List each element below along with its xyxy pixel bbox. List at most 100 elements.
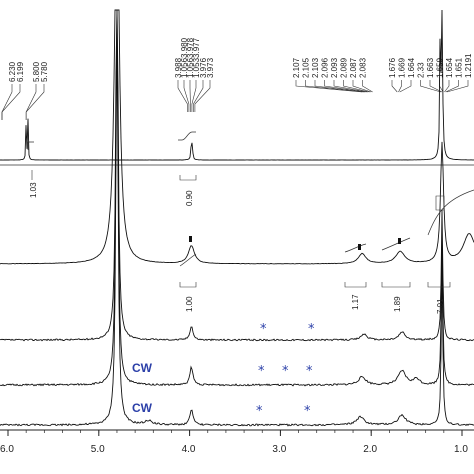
peak-label: 1.664 bbox=[407, 57, 416, 78]
cw-label: CW bbox=[132, 361, 153, 375]
peak-leader bbox=[429, 80, 443, 93]
star-marker: * bbox=[256, 404, 263, 419]
peak-leader bbox=[343, 80, 370, 93]
peak-labels: 6.230 6.199 5.800 5.780 3.9881.0563.9801.056… bbox=[1, 37, 473, 120]
peak-leader bbox=[183, 80, 190, 112]
peak-leader bbox=[391, 80, 398, 93]
peak-label: 1.676 bbox=[388, 57, 397, 78]
integral-marker bbox=[189, 236, 192, 242]
peak-leader bbox=[399, 80, 412, 93]
integral-box bbox=[435, 195, 445, 211]
peak-label: 1.654 bbox=[445, 57, 454, 78]
integral-curve bbox=[179, 253, 197, 267]
peak-leader bbox=[362, 80, 373, 93]
spectrum-2 bbox=[0, 9, 474, 265]
peak-leader bbox=[25, 84, 45, 120]
peak-leader bbox=[1, 84, 13, 120]
spectra bbox=[0, 9, 474, 427]
integral-bracket bbox=[27, 141, 34, 150]
spectrum-4 bbox=[0, 9, 474, 387]
cw-label: CW bbox=[132, 401, 153, 415]
peak-label: 1.651 bbox=[455, 57, 464, 78]
star-marker: * bbox=[304, 404, 311, 419]
peak-label: 2.096 bbox=[321, 57, 330, 78]
spectrum-3 bbox=[0, 9, 474, 342]
peak-leader bbox=[398, 80, 402, 93]
peak-label: 1.0563.978 bbox=[186, 37, 195, 78]
peak-label: 5.780 bbox=[40, 61, 49, 82]
integral-bracket bbox=[344, 282, 367, 288]
integral-curve bbox=[178, 131, 196, 141]
peak-label: 2.33 bbox=[417, 62, 426, 78]
peak-leader bbox=[194, 80, 211, 112]
integral-label: 7.01 bbox=[436, 298, 445, 314]
peak-leader bbox=[314, 80, 366, 93]
peak-label: 3.988 bbox=[174, 57, 183, 78]
peak-label: 2.103 bbox=[311, 57, 320, 78]
peak-label: 2.107 bbox=[292, 57, 301, 78]
peak-leader bbox=[446, 80, 469, 93]
integral-label: 1.00 bbox=[185, 296, 194, 312]
peak-leader bbox=[305, 80, 364, 93]
peak-label: 2.083 bbox=[359, 57, 368, 78]
integral-marker bbox=[398, 238, 401, 244]
peak-leader bbox=[177, 80, 188, 112]
integrals: 1.03 0.90 1.00 1.17 1.89 7.01 bbox=[27, 131, 474, 314]
peak-leader bbox=[295, 80, 363, 93]
peak-label: 1.2191 bbox=[464, 53, 473, 78]
star-marker: * bbox=[260, 322, 267, 337]
integral-curve bbox=[427, 189, 474, 236]
star-marker: * bbox=[308, 322, 315, 337]
peak-label: 1.0533.977 bbox=[192, 37, 201, 78]
peak-label: 2.087 bbox=[349, 57, 358, 78]
integral-label: 1.89 bbox=[393, 296, 402, 312]
star-marker: * bbox=[282, 364, 289, 379]
peak-leader bbox=[420, 80, 441, 93]
star-marker: * bbox=[306, 364, 313, 379]
peak-leader bbox=[191, 80, 197, 112]
peak-label: 2.105 bbox=[302, 57, 311, 78]
integral-label: 0.90 bbox=[185, 190, 194, 206]
x-tick-label: 3.0 bbox=[272, 444, 286, 455]
peak-leader bbox=[445, 80, 459, 93]
integral-curve bbox=[344, 243, 367, 253]
peak-label: 2.089 bbox=[340, 57, 349, 78]
peak-label: 6.230 bbox=[8, 61, 17, 82]
peak-leader bbox=[25, 84, 37, 120]
x-tick-label: 2.0 bbox=[363, 444, 377, 455]
peak-leader bbox=[324, 80, 367, 93]
integral-marker bbox=[358, 244, 361, 250]
integral-label: 1.03 bbox=[29, 182, 38, 198]
integral-bracket bbox=[381, 282, 411, 288]
x-tick-label: 1.0 bbox=[454, 444, 468, 455]
peak-leader bbox=[352, 80, 372, 93]
x-axis: 6.0 5.0 4.0 3.0 2.0 1.0 bbox=[0, 430, 468, 455]
x-tick-label: 4.0 bbox=[182, 444, 196, 455]
plot-frame bbox=[0, 164, 474, 431]
peak-label: 1.669 bbox=[398, 57, 407, 78]
peak-label: 5.800 bbox=[32, 61, 41, 82]
peak-leader bbox=[1, 84, 21, 120]
annotations: CW CW * * * * * * * bbox=[132, 322, 315, 419]
integral-label: 1.17 bbox=[351, 294, 360, 310]
integral-bracket bbox=[427, 282, 451, 288]
integral-curve bbox=[381, 237, 411, 251]
peak-label: 3.976 bbox=[199, 57, 208, 78]
peak-label: 1.663 bbox=[426, 57, 435, 78]
peak-label: 2.093 bbox=[330, 57, 339, 78]
spectrum-5 bbox=[0, 24, 474, 427]
peak-label: 3.973 bbox=[206, 57, 215, 78]
star-marker: * bbox=[258, 364, 265, 379]
peak-leader bbox=[444, 80, 450, 93]
peak-label: 1.0563.980 bbox=[180, 37, 189, 78]
spectrum-1 bbox=[0, 9, 474, 161]
integral-bracket bbox=[179, 175, 197, 181]
x-tick-label: 6.0 bbox=[0, 444, 14, 455]
x-tick-label: 5.0 bbox=[91, 444, 105, 455]
peak-leader bbox=[333, 80, 369, 93]
peak-leader bbox=[193, 80, 204, 112]
integral-bracket bbox=[179, 282, 197, 288]
peak-label: 6.199 bbox=[16, 61, 25, 82]
